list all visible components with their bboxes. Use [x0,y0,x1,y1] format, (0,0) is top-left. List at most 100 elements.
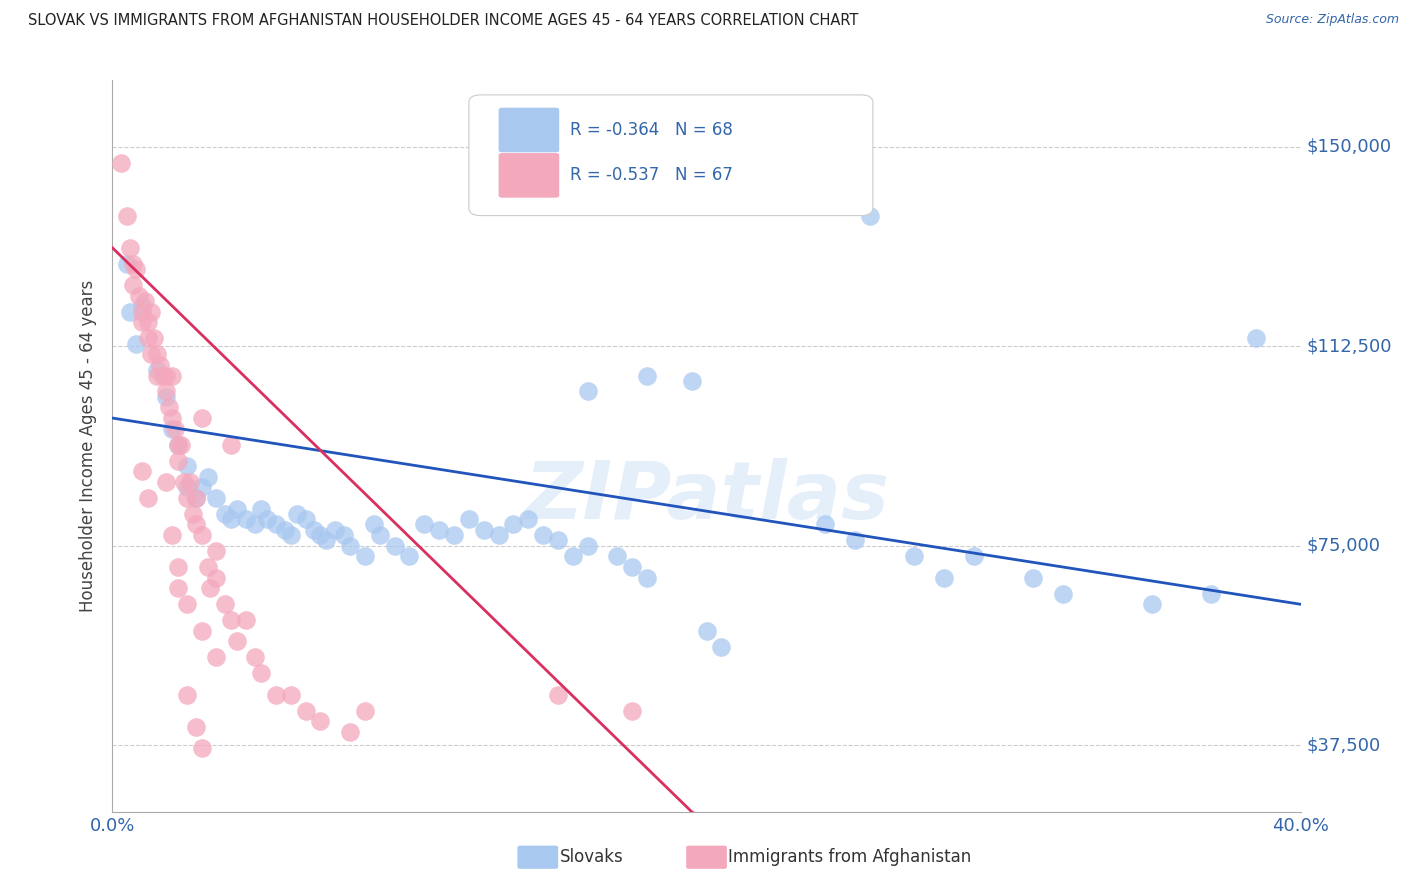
Point [176,688,198,702]
Point [427,523,450,537]
Point [176,597,198,611]
Point [339,725,361,739]
Point [1052,586,1074,600]
Text: $150,000: $150,000 [1306,137,1392,156]
Point [384,539,406,553]
FancyBboxPatch shape [470,95,873,216]
Point [190,411,212,425]
Point [125,262,148,277]
Point [636,571,658,585]
Y-axis label: Householder Income Ages 45 - 64 years: Householder Income Ages 45 - 64 years [79,280,97,612]
Point [205,650,228,665]
Point [139,347,162,361]
Point [122,257,145,271]
Point [131,299,153,313]
Point [274,523,297,537]
Point [517,512,540,526]
Point [547,533,569,548]
Text: $75,000: $75,000 [1306,537,1381,555]
Point [122,278,145,293]
Point [696,624,718,638]
Point [200,582,222,596]
Point [243,517,266,532]
Point [561,549,583,564]
Point [226,501,249,516]
Point [190,740,212,755]
Point [235,512,257,526]
Point [681,374,703,388]
Point [205,544,228,558]
Point [243,650,266,665]
Point [176,491,198,505]
Point [621,704,644,718]
Point [531,528,554,542]
Point [155,384,177,399]
Point [859,209,882,223]
Text: Immigrants from Afghanistan: Immigrants from Afghanistan [728,848,972,866]
Point [844,533,866,548]
Point [363,517,385,532]
Point [621,560,644,574]
Point [1244,331,1267,345]
Point [219,438,242,452]
Point [333,528,356,542]
Point [280,688,302,702]
Point [155,390,177,404]
Point [131,304,153,318]
Point [214,597,236,611]
Point [963,549,986,564]
Point [125,336,148,351]
Point [576,539,599,553]
Point [136,491,159,505]
Point [176,480,198,494]
Point [110,155,132,169]
Text: $37,500: $37,500 [1306,736,1381,755]
Point [136,331,159,345]
Point [184,720,207,734]
Point [184,491,207,505]
Point [131,464,153,478]
Point [134,293,156,308]
Point [1140,597,1163,611]
Point [166,438,188,452]
Point [179,475,201,489]
Point [235,613,257,627]
Point [139,304,162,318]
Point [294,512,316,526]
Point [934,571,956,585]
Text: Source: ZipAtlas.com: Source: ZipAtlas.com [1265,13,1399,27]
Point [160,368,183,383]
Point [184,491,207,505]
Text: ZIPatlas: ZIPatlas [524,458,889,536]
Point [146,368,169,383]
Point [398,549,420,564]
Point [315,533,337,548]
Point [294,704,316,718]
Point [155,475,177,489]
Point [157,401,180,415]
Text: R = -0.537   N = 67: R = -0.537 N = 67 [569,167,733,185]
Point [710,640,733,654]
Point [146,363,169,377]
Point [170,438,193,452]
Point [264,517,287,532]
Point [1201,586,1223,600]
Point [226,634,249,648]
Text: Slovaks: Slovaks [560,848,623,866]
FancyBboxPatch shape [499,153,560,198]
Point [136,315,159,329]
Point [457,512,479,526]
Point [304,523,326,537]
Point [120,304,142,318]
Point [173,475,195,489]
Point [181,507,204,521]
Point [190,624,212,638]
Point [160,528,183,542]
Point [903,549,925,564]
Point [149,358,172,372]
Point [264,688,287,702]
Point [146,347,169,361]
Point [160,422,183,436]
Point [166,582,188,596]
Point [205,491,228,505]
